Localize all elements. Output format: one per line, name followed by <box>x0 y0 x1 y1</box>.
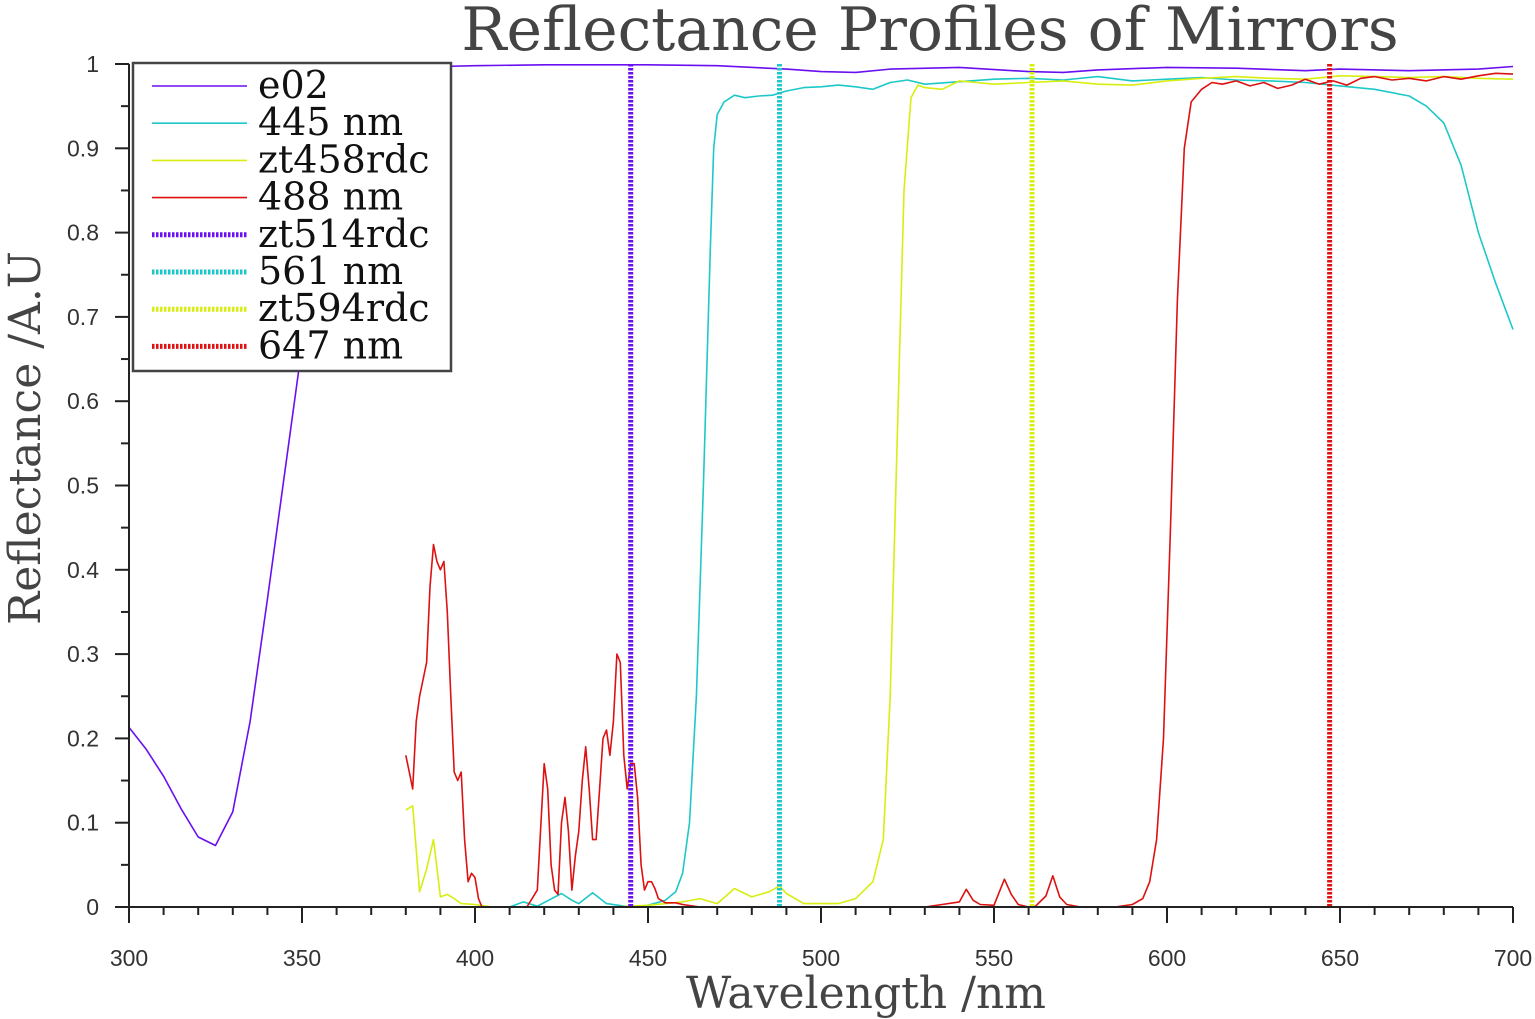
y-tick-label: 0 <box>86 894 99 920</box>
legend-label: zt514rdc <box>258 212 430 256</box>
x-tick-label: 700 <box>1494 945 1532 971</box>
legend-label: zt594rdc <box>258 286 430 330</box>
x-tick-label: 400 <box>456 945 494 971</box>
x-tick-label: 300 <box>110 945 148 971</box>
y-tick-label: 1 <box>86 51 99 77</box>
x-tick-label: 550 <box>975 945 1013 971</box>
y-tick-label: 0.2 <box>67 725 99 751</box>
legend-label: zt458rdc <box>258 137 430 181</box>
y-tick-label: 0.1 <box>67 810 99 836</box>
legend-label: 445 nm <box>258 100 403 144</box>
axes-layer: 300 350 400 450 500 550 600 650 700 0 0.1 0.2 0.3 0.4… <box>67 51 1532 971</box>
legend-label: 561 nm <box>258 249 403 293</box>
series-line-0 <box>128 64 1514 847</box>
x-axis-label: Wavelength /nm <box>686 968 1046 1019</box>
y-tick-label: 0.7 <box>67 304 99 330</box>
y-tick-label: 0.5 <box>67 473 99 499</box>
series-line-3 <box>405 72 1514 908</box>
y-tick-label: 0.8 <box>67 220 99 246</box>
y-tick-label: 0.6 <box>67 388 99 414</box>
series-line-1 <box>405 75 1514 908</box>
legend-box <box>131 61 453 373</box>
y-tick-label: 0.3 <box>67 641 99 667</box>
x-tick-label: 450 <box>629 945 667 971</box>
legend-label: 488 nm <box>258 175 403 219</box>
x-tick-label: 600 <box>1148 945 1186 971</box>
chart-title: Reflectance Profiles of Mirrors <box>461 0 1398 65</box>
y-axis-label: Reflectance /A.U <box>0 251 51 625</box>
y-tick-label: 0.4 <box>67 557 99 583</box>
y-tick-label: 0.9 <box>67 135 99 161</box>
x-tick-label: 500 <box>802 945 840 971</box>
x-tick-label: 350 <box>283 945 321 971</box>
x-tick-label: 650 <box>1321 945 1359 971</box>
legend-label: 647 nm <box>258 323 403 367</box>
legend-label: e02 <box>258 63 329 107</box>
series-line-2 <box>405 75 1514 908</box>
